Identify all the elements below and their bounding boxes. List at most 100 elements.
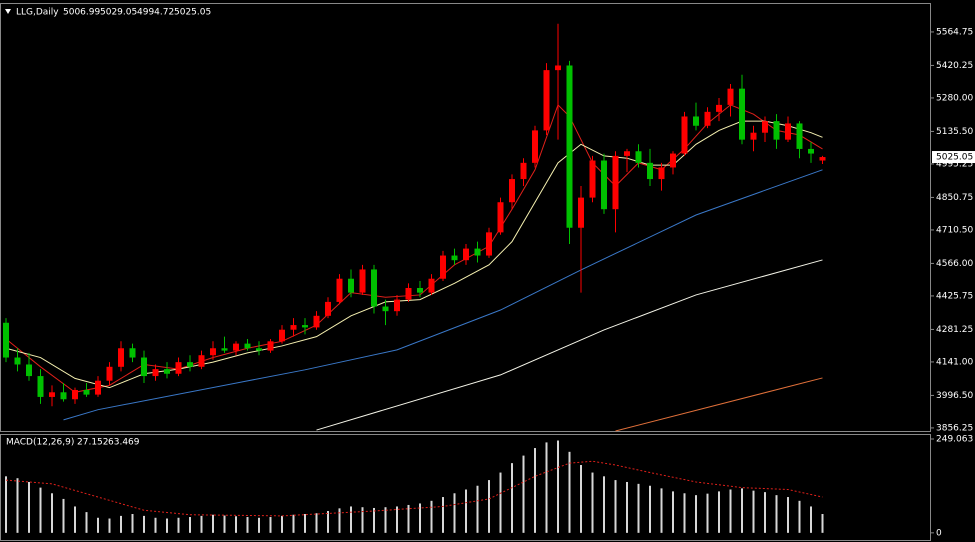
y-tick-label: 249.063 xyxy=(936,434,973,444)
moving-average xyxy=(615,377,823,432)
macd-bar xyxy=(166,518,168,533)
current-price-label: 5025.05 xyxy=(936,153,973,163)
candle-body xyxy=(532,130,538,163)
candle-body xyxy=(658,167,665,180)
candle-body xyxy=(83,389,90,395)
macd-bar xyxy=(269,517,272,533)
macd-bar xyxy=(143,515,145,533)
macd-bar xyxy=(108,518,111,533)
candle-body xyxy=(543,70,550,131)
candle-body xyxy=(106,366,113,381)
macd-bar xyxy=(396,506,398,533)
candle-body xyxy=(382,306,389,312)
macd-bar xyxy=(177,517,180,533)
candle-body xyxy=(589,160,596,198)
candle-body xyxy=(233,343,239,351)
ohlc-high: 5029.05 xyxy=(100,8,137,18)
macd-bar xyxy=(407,504,410,533)
macd-bar xyxy=(752,490,755,533)
macd-bar xyxy=(718,491,720,533)
macd-value: 27.152 xyxy=(77,438,109,448)
candle-body xyxy=(256,348,262,351)
y-tick-label: 4281.25 xyxy=(936,325,973,335)
macd-bar xyxy=(499,472,502,533)
current-price-box xyxy=(932,151,975,164)
macd-bar xyxy=(775,495,778,533)
macd-bar xyxy=(522,455,525,533)
macd-bar xyxy=(39,487,42,533)
candle-body xyxy=(762,121,768,133)
candle-body xyxy=(129,348,136,358)
candle-body xyxy=(773,121,780,140)
candle-body xyxy=(164,369,170,374)
candle-body xyxy=(49,392,55,397)
macd-bar xyxy=(62,498,65,533)
candle-body xyxy=(371,269,377,307)
candle-body xyxy=(267,341,274,351)
macd-bar xyxy=(614,480,617,533)
candle-body xyxy=(681,116,688,154)
y-tick-label: 4995.25 xyxy=(936,159,973,169)
macd-bar xyxy=(637,483,640,533)
candle-body xyxy=(118,348,124,367)
moving-average xyxy=(5,103,823,393)
candle-body xyxy=(670,153,676,168)
candle-body xyxy=(26,364,32,377)
macd-bar xyxy=(706,493,709,533)
moving-average xyxy=(63,169,823,421)
candle-body xyxy=(750,132,757,140)
macd-bar xyxy=(488,480,490,533)
macd-bar xyxy=(430,500,433,533)
candle-body xyxy=(14,357,21,365)
candle-body xyxy=(463,248,469,261)
candle-body xyxy=(612,155,619,210)
macd-bar xyxy=(419,503,421,533)
menu-arrow xyxy=(5,9,11,14)
macd-bar xyxy=(361,507,364,533)
macd-bar xyxy=(350,506,352,533)
macd-bar xyxy=(591,472,594,533)
macd-frame xyxy=(0,434,931,541)
macd-bar xyxy=(442,497,444,533)
macd-bar xyxy=(384,507,387,533)
macd-bar xyxy=(154,517,157,533)
macd-bar xyxy=(787,497,789,533)
macd-bar xyxy=(476,485,479,533)
macd-bar xyxy=(258,517,260,533)
y-tick-label: 4141.00 xyxy=(936,357,973,367)
ohlc-low: 4994.72 xyxy=(137,8,174,18)
y-tick-label: 3856.25 xyxy=(936,423,973,433)
symbol: LLG,Daily xyxy=(16,8,59,18)
candle-body xyxy=(624,151,630,156)
candle-body xyxy=(451,255,458,261)
macd-bar xyxy=(465,489,467,533)
candle-body xyxy=(808,148,814,154)
candle-body xyxy=(796,123,803,149)
candle-body xyxy=(302,325,308,328)
candle-body xyxy=(313,315,320,328)
candle-body xyxy=(555,65,561,71)
macd-label: MACD(12,26,9) xyxy=(6,438,74,448)
candle-body xyxy=(60,392,67,400)
candle-body xyxy=(359,269,366,293)
macd-bar xyxy=(200,515,203,533)
macd-bar xyxy=(568,451,571,533)
candle-body xyxy=(394,299,400,312)
macd-bar xyxy=(810,506,812,533)
macd-bar xyxy=(729,489,732,533)
candle-body xyxy=(601,160,607,210)
y-tick-label: 4566.00 xyxy=(936,259,973,269)
macd-bar xyxy=(212,514,214,533)
macd-bar xyxy=(327,510,329,533)
ohlc-open: 5006.99 xyxy=(63,8,100,18)
candle-body xyxy=(497,202,504,233)
macd-bar xyxy=(97,517,99,533)
candle-body xyxy=(509,179,515,203)
macd-bar xyxy=(511,463,513,533)
macd-bar xyxy=(660,488,663,533)
candle-body xyxy=(244,343,251,349)
macd-bar xyxy=(292,514,295,533)
y-tick-label: 5420.25 xyxy=(936,61,973,71)
macd-bar xyxy=(315,513,318,533)
